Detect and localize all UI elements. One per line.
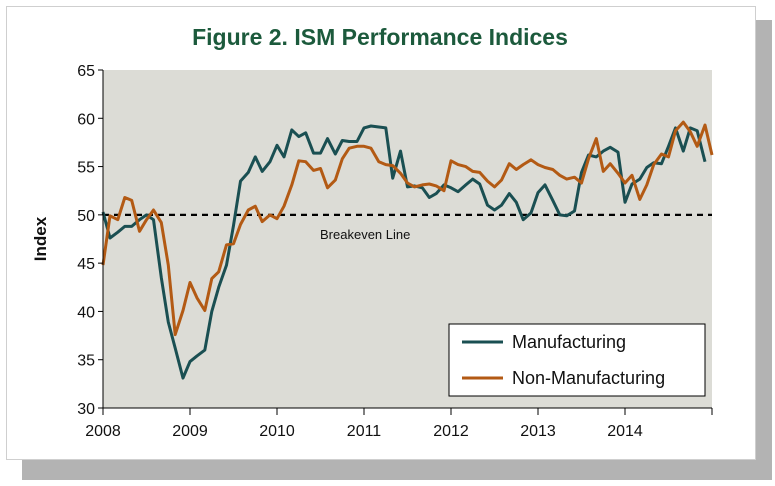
legend-label-0: Manufacturing <box>512 332 626 352</box>
y-tick-label: 40 <box>77 304 95 321</box>
y-tick-label: 60 <box>77 111 95 128</box>
legend-box <box>448 323 706 397</box>
y-tick-label: 45 <box>77 256 95 273</box>
x-tick-label: 2010 <box>259 423 295 440</box>
y-tick-label: 35 <box>77 353 95 370</box>
series-line-1 <box>101 120 714 337</box>
breakeven-label: Breakeven Line <box>320 227 410 242</box>
y-tick-label: 50 <box>77 208 95 225</box>
y-tick-label: 65 <box>77 63 95 80</box>
chart-title: Figure 2. ISM Performance Indices <box>192 24 568 50</box>
x-tick-label: 2009 <box>172 423 208 440</box>
legend-label-1: Non-Manufacturing <box>512 368 665 388</box>
y-tick-label: 55 <box>77 160 95 177</box>
x-tick-label: 2012 <box>433 423 469 440</box>
series-line-0 <box>101 124 707 380</box>
y-axis-label: Index <box>31 216 50 261</box>
y-tick-label: 30 <box>77 401 95 418</box>
x-tick-label: 2008 <box>85 423 121 440</box>
x-tick-label: 2014 <box>607 423 643 440</box>
x-tick-label: 2013 <box>520 423 556 440</box>
x-tick-label: 2011 <box>347 423 382 440</box>
